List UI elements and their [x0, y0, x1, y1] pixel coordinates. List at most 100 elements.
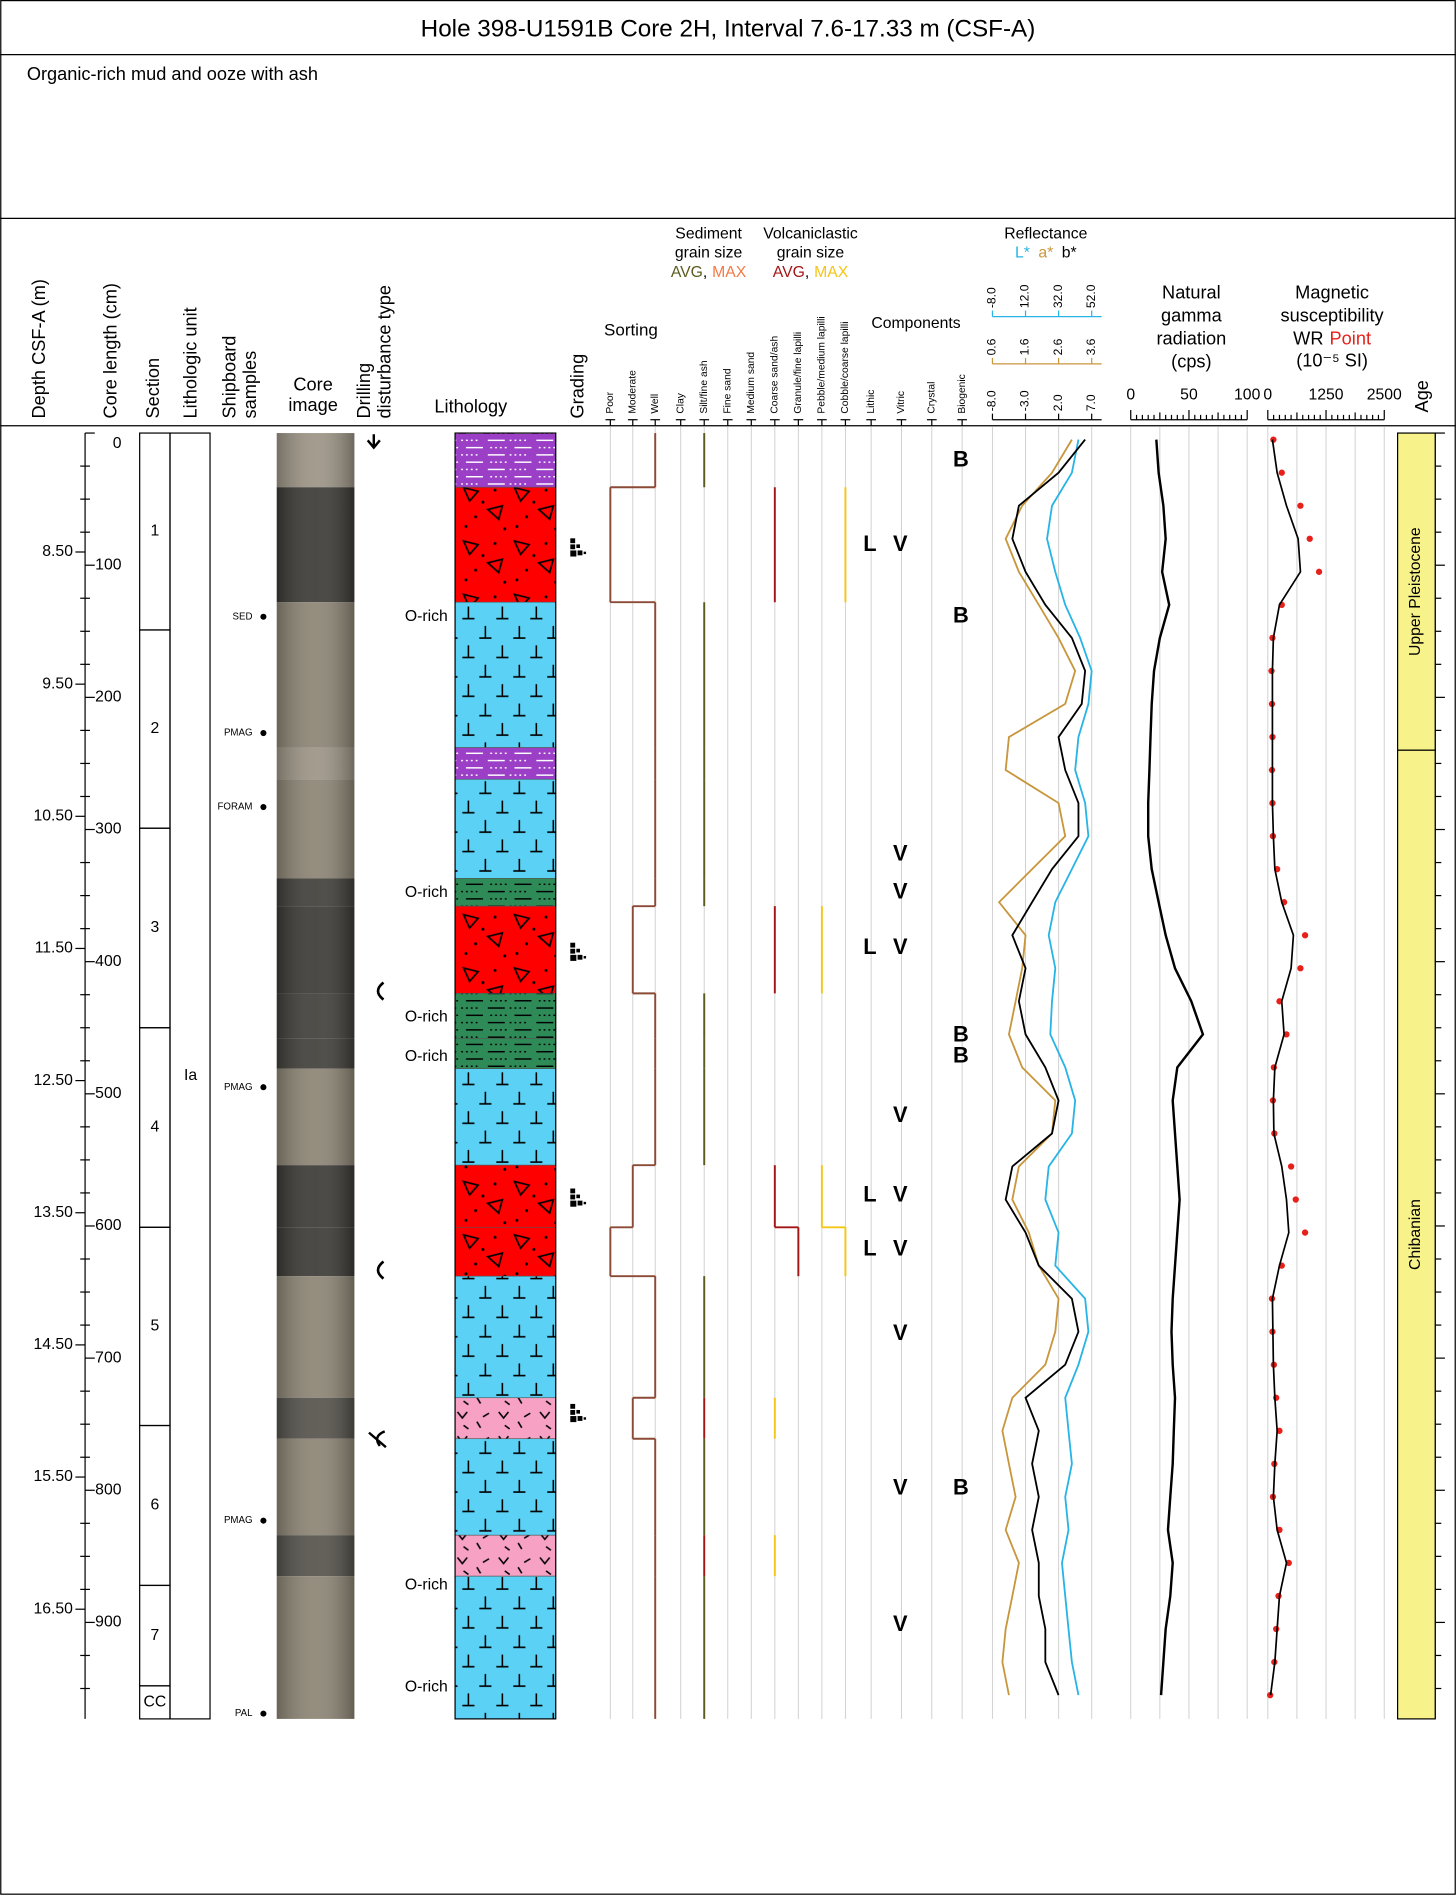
column-header: disturbance type [375, 285, 395, 418]
class-label: Biogenic [957, 374, 968, 414]
summary: Organic-rich mud and ooze with ash [27, 64, 318, 84]
component-label: V [893, 1320, 908, 1345]
component-label: V [893, 1475, 908, 1500]
reflectance-curve [1044, 439, 1093, 1696]
grading-block [583, 1417, 587, 1420]
class-label: Fine sand [722, 368, 733, 413]
value-tick-label: 50 [1180, 387, 1198, 404]
sample-dot [260, 1517, 267, 1524]
column-header: image [288, 395, 338, 415]
column-header: Lithology [434, 396, 508, 416]
grading-block [570, 1188, 576, 1194]
lithology-interval [454, 1534, 557, 1577]
grading-block [570, 544, 576, 550]
depth-tick-label: 11.50 [35, 940, 73, 957]
component-label: B [953, 447, 969, 472]
class-label: Pebble/medium lapilli [817, 316, 828, 413]
reflectance-tick-label: 3.6 [1084, 338, 1098, 355]
column-header: Core length (cm) [101, 283, 121, 418]
lithology-interval [454, 1438, 557, 1536]
column-header: Core [293, 375, 332, 395]
legend-entry: a* [1038, 245, 1053, 262]
ms-point [1301, 932, 1309, 939]
grading-block [570, 1409, 576, 1415]
ms-legend: WR Point [1293, 328, 1371, 348]
reflectance-legend: L* a* b* [1015, 245, 1077, 262]
column-header: Volcaniclastic [763, 225, 858, 242]
component-label: V [893, 840, 908, 865]
ms-point [1301, 1229, 1309, 1236]
value-tick-label: 0 [1126, 387, 1135, 404]
lithology-interval [454, 778, 557, 879]
component-label: V [893, 1611, 908, 1636]
section-label: 4 [150, 1119, 159, 1136]
ms-point [1285, 1559, 1292, 1567]
core-length-tick-label: 700 [95, 1349, 122, 1366]
value-tick-label: 2500 [1367, 387, 1402, 404]
grading-block [577, 954, 583, 960]
class-label: Crystal [927, 382, 938, 414]
value-tick-label: 0 [1263, 387, 1272, 404]
class-label: Moderate [627, 370, 638, 414]
section-label: 3 [150, 919, 159, 936]
ms-point [1266, 1691, 1274, 1699]
reflectance-tick-label: 52.0 [1084, 284, 1098, 308]
ms-point [1269, 634, 1276, 642]
sample-dot [260, 1710, 267, 1717]
grading-block [570, 1200, 577, 1207]
value-tick-label: 1250 [1309, 387, 1344, 404]
column-header: Section [143, 358, 163, 419]
grading-icon [570, 538, 587, 557]
section-label: 7 [150, 1627, 159, 1644]
reflectance-tick-label: 0.6 [985, 338, 999, 355]
disturbance-icon [366, 434, 381, 450]
depth-tick-label: 12.50 [34, 1072, 74, 1089]
column-header: Lithologic unit [181, 307, 201, 418]
ngr-curve [1146, 439, 1205, 1696]
grading-block [576, 1194, 581, 1199]
class-label: Vitric [896, 391, 907, 414]
grading-block [583, 956, 587, 959]
annotation: O-rich [405, 1008, 448, 1025]
core-length-tick-label: 100 [95, 556, 122, 573]
sample-label: PMAG [224, 728, 253, 739]
core-length-tick-label: 800 [95, 1481, 122, 1498]
legend-entry: Point [1330, 328, 1371, 348]
section-label: 6 [150, 1497, 159, 1514]
grading-block [570, 942, 576, 948]
sample-dot [260, 730, 267, 737]
reflectance-curve [1004, 439, 1087, 1696]
class-label: Poor [605, 391, 616, 413]
component-label: L [863, 1181, 876, 1206]
lithology-interval [454, 747, 557, 780]
grading-block [576, 1409, 581, 1414]
reflectance-tick-label: -3.0 [1018, 390, 1032, 411]
depth-tick-label: 14.50 [34, 1336, 74, 1353]
depth-tick-label: 9.50 [42, 675, 73, 692]
legend-max: MAX [712, 264, 747, 281]
column-header: Reflectance [1004, 225, 1087, 242]
component-label: L [863, 934, 876, 959]
grain-legend: AVG, MAX [773, 264, 849, 281]
column-header: Magnetic [1295, 282, 1369, 302]
grading-block [570, 550, 577, 557]
class-label: Coarse sand/ash [770, 336, 781, 414]
grading-block [570, 1403, 576, 1409]
ms-point [1268, 667, 1275, 675]
ms-point [1278, 469, 1285, 476]
reflectance-curve [997, 439, 1077, 1696]
component-label: V [893, 531, 908, 556]
sample-dot [260, 1084, 267, 1091]
sample-label: PMAG [224, 1515, 253, 1526]
grain-legend: AVG, MAX [671, 264, 747, 281]
lithology-interval [454, 905, 557, 994]
reflectance-tick-label: -8.0 [985, 287, 999, 308]
core-length-tick-label: 300 [95, 821, 122, 838]
sample-dot [260, 804, 267, 811]
grading-icon [570, 1188, 587, 1207]
component-label: V [893, 879, 908, 904]
class-label: Well [650, 394, 661, 414]
core-length-tick-label: 200 [95, 689, 122, 706]
ms-wr-curve [1269, 439, 1302, 1696]
ms-point [1283, 1031, 1290, 1038]
